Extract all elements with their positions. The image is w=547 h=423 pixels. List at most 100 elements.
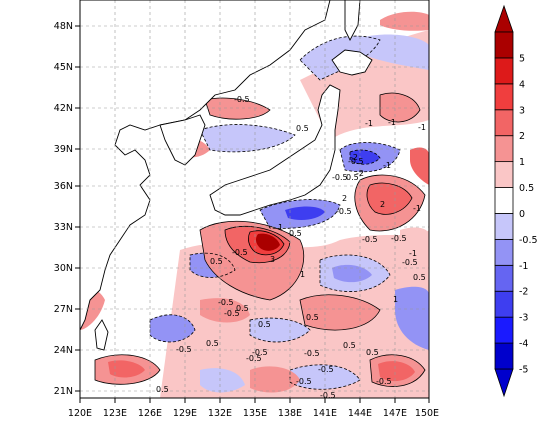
contour-label: -0.5 [348, 157, 364, 166]
contour-label: -2 [356, 169, 364, 178]
colorbar-swatch [494, 213, 514, 240]
contour-label: 0.5 [258, 320, 271, 329]
contour-label: 0.5 [346, 173, 359, 182]
lat-axis-labels: 21N 24N 27N 30N 33N 36N 39N 42N 45N 48N [54, 21, 73, 397]
contour-label: -2 [350, 153, 358, 162]
contour-label: 1 [393, 295, 398, 304]
lon-label: 141E [313, 408, 337, 419]
anomaly-region [410, 147, 429, 185]
contour-label: -0.5 [232, 248, 248, 257]
taiwan [94, 319, 109, 351]
anomaly-region [395, 286, 429, 350]
lon-label: 150E [415, 408, 439, 419]
colorbar-swatch [494, 161, 514, 188]
colorbar-swatch [494, 290, 514, 318]
anomaly-region [350, 150, 380, 165]
contour-label: -0.5 [332, 173, 348, 182]
lat-label: 39N [54, 144, 73, 155]
anomaly-region [378, 361, 415, 382]
lat-label: 24N [54, 345, 73, 356]
contour-label: 0.5 [289, 229, 302, 238]
contour-label: 1 [300, 270, 305, 279]
anomaly-region [200, 368, 245, 393]
land [80, 0, 373, 351]
colorbar-label: 0.5 [519, 183, 534, 194]
contour-label: -0.5 [176, 345, 192, 354]
anomaly-region [332, 264, 372, 283]
contour-lines [94, 92, 426, 387]
colorbar-label: 1 [519, 157, 525, 168]
lat-label: 36N [54, 181, 73, 192]
colorbar-label: -3 [519, 313, 528, 324]
contour-label: -0.5 [391, 234, 407, 243]
lon-label: 129E [173, 408, 197, 419]
anomaly-region [150, 314, 195, 342]
anomaly-region [367, 183, 412, 215]
contour-label: -1 [409, 249, 417, 258]
contour-label: 3 [270, 255, 275, 264]
lon-label: 144E [348, 408, 372, 419]
contour-label: 0.5 [156, 385, 169, 394]
contour-lines-negative [149, 35, 401, 390]
contour-label: -0.5 [234, 95, 250, 104]
colorbar-top-arrow [494, 4, 514, 33]
contour-label: -0.5 [402, 258, 418, 267]
lon-label: 120E [68, 408, 92, 419]
colorbar-swatch [494, 316, 514, 344]
contour-label: 0.5 [236, 304, 249, 313]
contour-label: 0.5 [413, 273, 426, 282]
contour-label: -0.5 [224, 309, 240, 318]
sakhalin [344, 0, 361, 41]
contour-label: -1 [418, 123, 426, 132]
lat-label: 42N [54, 103, 73, 114]
colorbar: -5 -4 -3 -2 -1 -0.5 0 0.5 1 2 3 4 5 [494, 4, 538, 398]
anomaly-region [355, 34, 429, 70]
lon-label: 126E [138, 408, 162, 419]
anomaly-region [290, 364, 360, 390]
lat-label: 27N [54, 304, 73, 315]
contour-label: -0.5 [362, 235, 378, 244]
anomaly-region [255, 233, 280, 251]
colorbar-swatch [494, 31, 514, 59]
contour-label: -0.5 [296, 377, 312, 386]
contour-label: -1 [365, 119, 373, 128]
mainland-asia [80, 0, 331, 331]
contour-label: 0.5 [306, 313, 319, 322]
lat-label: 30N [54, 263, 73, 274]
contour-label: 2 [342, 194, 347, 203]
lat-label: 45N [54, 62, 73, 73]
lon-label: 135E [243, 408, 267, 419]
colorbar-label: 0 [519, 209, 525, 220]
colorbar-label: 5 [519, 53, 525, 64]
contour-label: -0.5 [304, 349, 320, 358]
lon-label: 147E [383, 408, 407, 419]
colorbar-swatch [494, 264, 514, 292]
lat-label: 33N [54, 222, 73, 233]
anomaly-region [108, 360, 145, 378]
contour-label: 0.5 [366, 348, 379, 357]
contour-label: -1 [388, 118, 396, 127]
contour-labels: 0.5 1 -0.5 2 -1 -2 3 -0.5 0.5 -0.5 0.5 -… [156, 95, 426, 398]
contour-label: -0.5 [336, 207, 352, 216]
colorbar-swatch [494, 83, 514, 111]
korea [159, 114, 206, 166]
colorbar-label: -2 [519, 287, 528, 298]
contour-label: 0.5 [343, 341, 356, 350]
anomaly-region [400, 227, 429, 270]
anomaly-region [205, 98, 270, 120]
contour-label: -0.5 [318, 365, 334, 374]
contour-label: -0.5 [218, 298, 234, 307]
contour-label: -1 [413, 204, 421, 213]
anomaly-region [250, 318, 310, 342]
anomaly-region [200, 124, 295, 152]
colorbar-swatch [494, 187, 514, 214]
lon-label: 132E [208, 408, 232, 419]
hokkaido [331, 49, 373, 76]
lat-label: 48N [54, 21, 73, 32]
colorbar-label: -4 [519, 339, 528, 350]
anomaly-region [285, 206, 325, 220]
contour-label: 1 [278, 223, 283, 232]
anomaly-region [380, 93, 420, 122]
lon-axis-labels: 120E 123E 126E 129E 132E 135E 138E 141E … [68, 408, 439, 419]
